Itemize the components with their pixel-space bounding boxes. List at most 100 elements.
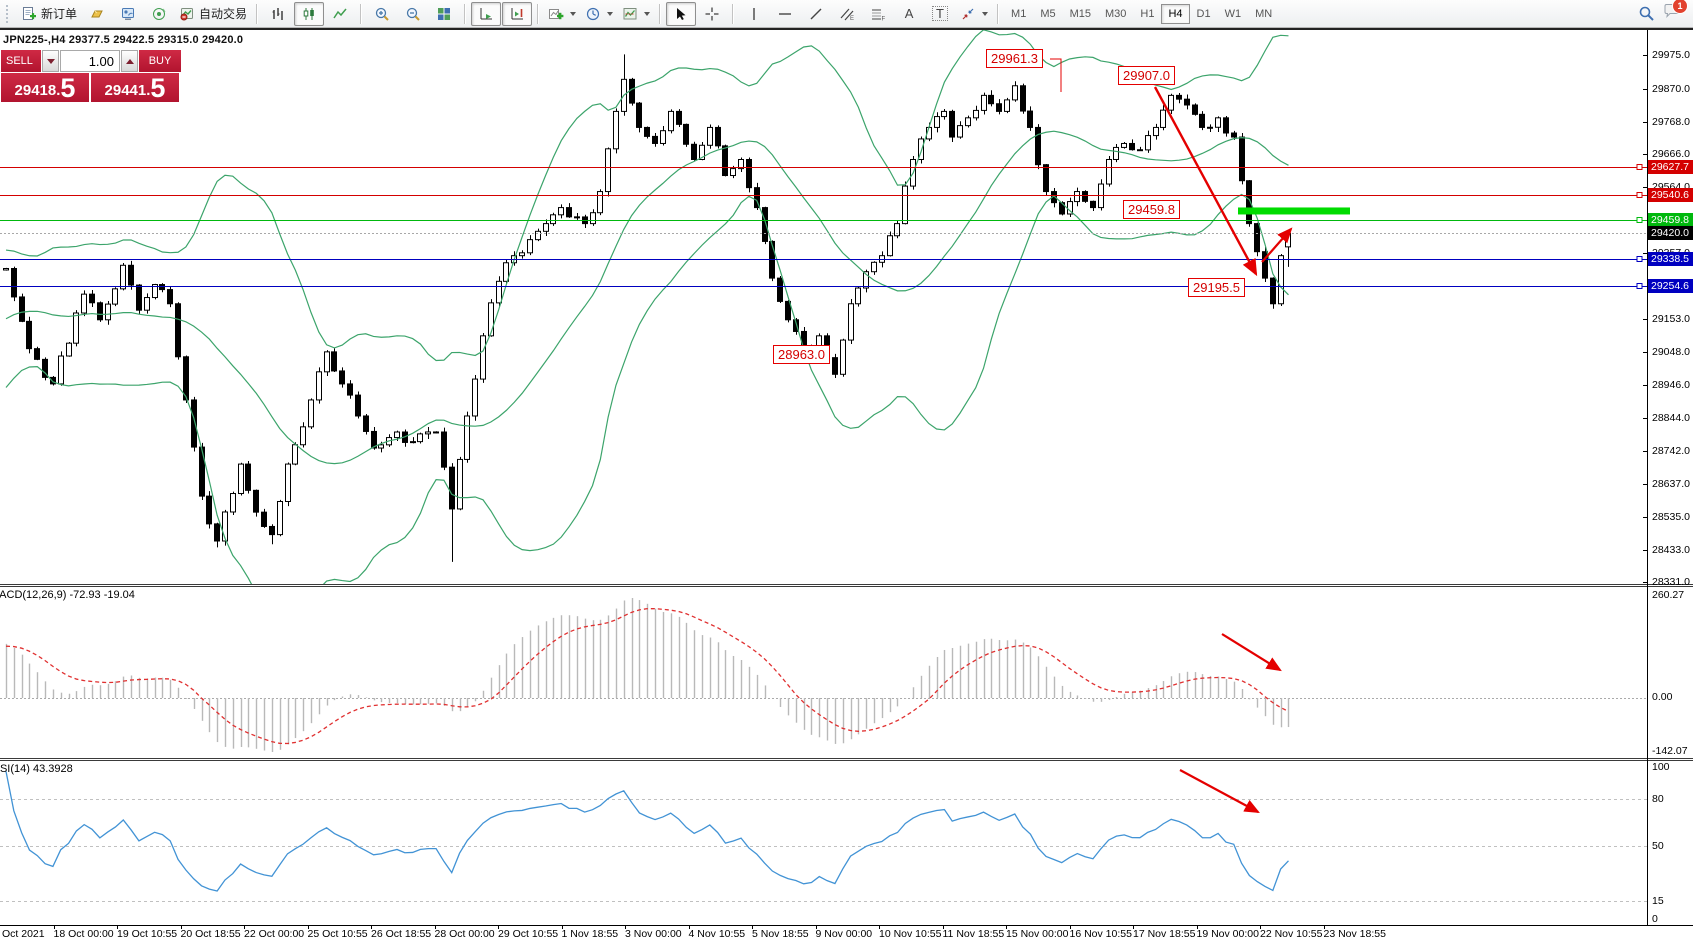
line-anchor-handle[interactable] xyxy=(1636,164,1643,170)
svg-text:E: E xyxy=(850,16,854,22)
candlestick-series xyxy=(3,54,1291,562)
chart-area[interactable]: JPN225-,H4 29377.5 29422.5 29315.0 29420… xyxy=(0,28,1693,947)
date-axis-label: 19 Oct 10:55 xyxy=(117,928,178,940)
date-axis-label: 17 Nov 18:55 xyxy=(1133,928,1196,940)
auto-trading-icon xyxy=(180,7,194,20)
sell-button[interactable]: SELL xyxy=(1,50,41,72)
auto-trading-label: 自动交易 xyxy=(199,7,248,21)
timeframe-m15-button[interactable]: M15 xyxy=(1069,7,1091,20)
date-axis-label: 22 Nov 10:55 xyxy=(1260,928,1323,940)
auto-scroll-icon xyxy=(480,7,493,19)
line-chart-button[interactable] xyxy=(325,2,355,26)
sell-price[interactable]: 29418. 5 xyxy=(1,73,89,102)
fibonacci-tool-button[interactable]: F xyxy=(863,2,893,26)
price-callout[interactable]: 29961.3 xyxy=(986,49,1043,68)
volume-increase-button[interactable] xyxy=(121,50,138,72)
date-axis-label: 26 Oct 18:55 xyxy=(371,928,432,940)
tile-windows-button[interactable] xyxy=(429,2,459,26)
trend-arrow[interactable] xyxy=(1221,633,1282,672)
date-axis-label: 15 Nov 00:00 xyxy=(1006,928,1069,940)
deposit-button[interactable] xyxy=(82,2,112,26)
label-tool-icon: T xyxy=(932,6,948,21)
support-zone-bar[interactable] xyxy=(1238,207,1350,215)
line-anchor-handle[interactable] xyxy=(1636,217,1643,223)
market-watch-button[interactable] xyxy=(113,2,143,26)
timeframe-m1-button[interactable]: M1 xyxy=(1011,7,1027,20)
clock-icon xyxy=(586,7,600,20)
price-callout[interactable]: 29195.5 xyxy=(1188,278,1245,297)
timeframe-m5-button[interactable]: M5 xyxy=(1040,7,1056,20)
trendline-tool-button[interactable] xyxy=(801,2,831,26)
cursor-tool-button[interactable] xyxy=(666,1,697,26)
candlestick-chart-button[interactable] xyxy=(294,1,325,26)
rsi-panel xyxy=(0,771,1647,902)
toolbar-separator xyxy=(537,3,540,24)
toolbar-grip[interactable] xyxy=(6,4,12,23)
date-axis-label: 22 Oct 00:00 xyxy=(244,928,305,940)
trend-arrow[interactable] xyxy=(1179,769,1260,814)
candlestick-chart-icon xyxy=(303,7,314,20)
trend-arrow[interactable] xyxy=(1261,227,1293,263)
price-level-label: 29254.6 xyxy=(1648,279,1693,294)
buy-price[interactable]: 29441. 5 xyxy=(91,73,179,102)
auto-trading-button[interactable]: 自动交易 xyxy=(175,2,251,26)
date-axis-label: 28 Oct 00:00 xyxy=(434,928,495,940)
volume-decrease-button[interactable] xyxy=(42,50,59,72)
price-callout[interactable]: 28963.0 xyxy=(773,345,830,364)
price-axis-tick-label: 29048.0 xyxy=(1652,346,1690,359)
line-anchor-handle[interactable] xyxy=(1636,192,1643,198)
line-anchor-handle[interactable] xyxy=(1636,256,1643,262)
timeframe-w1-button[interactable]: W1 xyxy=(1224,7,1242,20)
search-icon[interactable] xyxy=(1638,5,1655,22)
price-callout[interactable]: 29459.8 xyxy=(1123,200,1180,219)
templates-button[interactable] xyxy=(618,2,654,26)
bollinger-upper-band xyxy=(5,30,1289,362)
chart-title: JPN225-,H4 29377.5 29422.5 29315.0 29420… xyxy=(3,34,244,46)
cursor-icon xyxy=(677,7,686,20)
trend-arrow[interactable] xyxy=(1153,86,1258,277)
timeframe-h1-button[interactable]: H1 xyxy=(1140,7,1155,20)
text-tool-button[interactable]: A xyxy=(894,2,924,26)
date-axis-label: 5 Nov 18:55 xyxy=(752,928,809,940)
date-axis-label: 10 Nov 10:55 xyxy=(879,928,942,940)
zoom-in-button[interactable] xyxy=(367,2,397,26)
navigator-button[interactable] xyxy=(144,2,174,26)
timeframe-d1-button[interactable]: D1 xyxy=(1196,7,1211,20)
toolbar-separator xyxy=(464,3,467,24)
current-price-label: 29420.0 xyxy=(1648,226,1693,241)
one-click-trading-panel: SELL 1.00 BUY 29418. 5 29441. 5 xyxy=(0,49,182,103)
channel-tool-button[interactable]: E xyxy=(832,2,862,26)
tile-windows-icon xyxy=(438,7,451,20)
chart-shift-button[interactable] xyxy=(502,1,533,26)
arrows-tool-button[interactable] xyxy=(956,2,992,26)
zoom-out-button[interactable] xyxy=(398,2,428,26)
volume-input[interactable]: 1.00 xyxy=(60,50,120,72)
horizontal-line-tool-button[interactable] xyxy=(770,2,800,26)
line-anchor-handle[interactable] xyxy=(1636,283,1643,289)
macd-scale-label: 260.27 xyxy=(1652,589,1685,601)
indicators-button[interactable] xyxy=(544,2,580,26)
buy-button[interactable]: BUY xyxy=(139,50,181,72)
periods-button[interactable] xyxy=(581,2,617,26)
vertical-line-tool-button[interactable] xyxy=(739,2,769,26)
macd-histogram xyxy=(5,598,1290,752)
toolbar-separator xyxy=(732,3,735,24)
date-axis-label: 25 Oct 10:55 xyxy=(307,928,368,940)
date-axis-label: 16 Nov 10:55 xyxy=(1069,928,1132,940)
timeframe-m30-button[interactable]: M30 xyxy=(1105,7,1127,20)
notifications-button[interactable]: 1 xyxy=(1663,0,1688,24)
label-tool-button[interactable]: T xyxy=(925,2,955,26)
crosshair-tool-button[interactable] xyxy=(697,2,727,26)
timeframe-h4-button[interactable]: H4 xyxy=(1161,3,1190,24)
timeframe-group: M1 M5 M15 M30 H1 H4 D1 W1 MN xyxy=(1004,3,1279,24)
timeframe-mn-button[interactable]: MN xyxy=(1255,7,1273,20)
date-axis-label: 23 Nov 18:55 xyxy=(1323,928,1386,940)
new-order-button[interactable]: 新订单 xyxy=(17,2,81,26)
vertical-line-icon xyxy=(753,7,755,20)
zoom-in-icon xyxy=(375,7,389,21)
price-callout[interactable]: 29907.0 xyxy=(1118,66,1175,85)
auto-scroll-button[interactable] xyxy=(471,1,502,26)
zoom-out-icon xyxy=(406,7,420,21)
price-level-label: 29627.7 xyxy=(1648,159,1693,174)
bar-chart-button[interactable] xyxy=(263,2,293,26)
